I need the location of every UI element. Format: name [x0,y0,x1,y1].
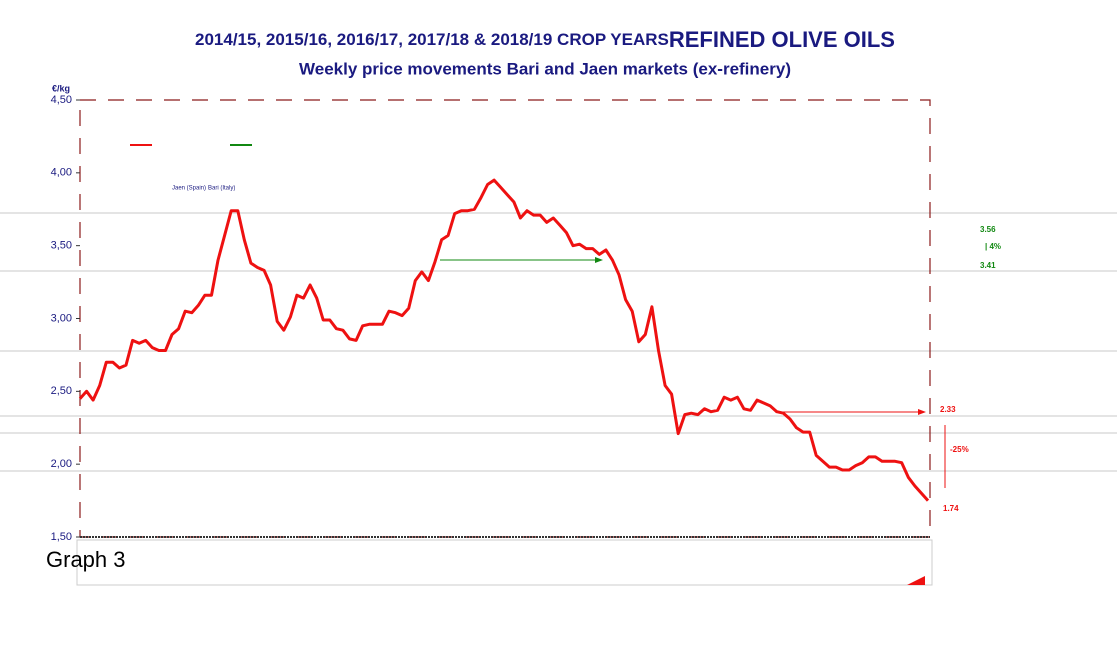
arrowhead [918,409,926,415]
series-line [78,178,930,502]
legend-label: Jaen (Spain) [172,186,206,192]
y-tick-label: 2,00 [51,458,72,470]
chart-title: 2014/15, 2015/16, 2016/17, 2017/18 & 201… [195,27,895,52]
y-tick-label: 3,50 [51,240,72,252]
marker-triangle [907,576,925,585]
legend-label: Bari (Italy) [208,186,235,192]
y-tick-label: 4,50 [51,94,72,106]
scroll-box [76,539,933,586]
annotation: 1.74 [943,504,959,513]
caption: Graph 3 [46,547,126,572]
annotation: 2.33 [940,405,956,414]
chart-subtitle: Weekly price movements Bari and Jaen mar… [299,59,791,78]
annotation: 3.41 [980,261,996,270]
y-tick-label: 2,50 [51,385,72,397]
title-emphasis: REFINED OLIVE OILS [669,27,895,52]
y-tick-label: 1,50 [51,531,72,543]
y-axis-label: €/kg [52,83,70,93]
arrowhead [595,257,603,263]
y-tick-label: 3,00 [51,312,72,324]
annotation: -25% [950,445,969,454]
annotation: | 4% [985,242,1001,251]
y-tick-label: 4,00 [51,167,72,179]
annotation: 3.56 [980,225,996,234]
title-main: 2014/15, 2015/16, 2016/17, 2017/18 & 201… [195,30,669,49]
decor-lines [0,212,1117,472]
